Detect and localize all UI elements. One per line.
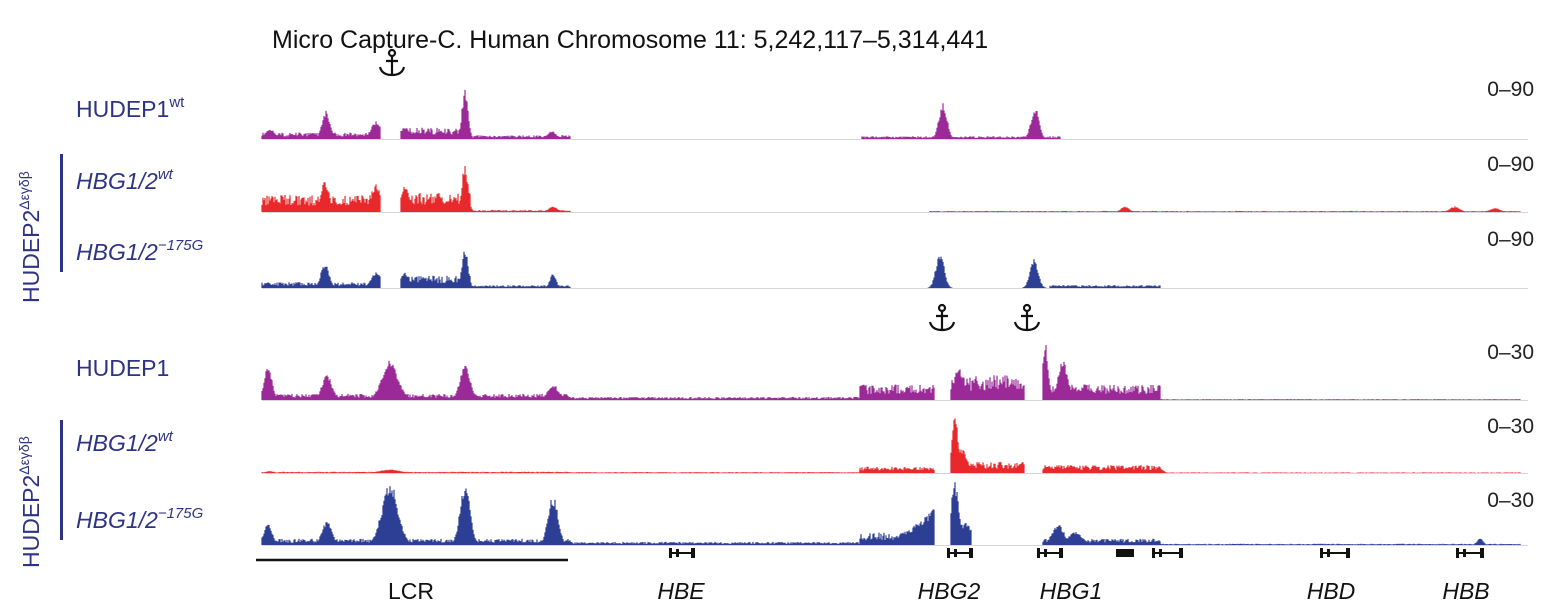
coverage-track-t5 (261, 418, 1521, 473)
track-label-hbg-175g-2: HBG1/2−175G (76, 505, 204, 533)
gene-exon (1463, 549, 1466, 557)
gene-label-hbe: HBE (657, 578, 705, 604)
coverage-track-t4 (261, 345, 1521, 400)
gene-exon (1456, 548, 1459, 558)
track-label-hudep1: HUDEP1 (76, 355, 170, 381)
gene-pseudogene (1116, 549, 1134, 557)
anchor-icon (928, 303, 956, 332)
group-bracket-bottom (60, 420, 63, 540)
gene-exon (1059, 548, 1063, 558)
gene-exon (1480, 548, 1484, 558)
scale-label-5: 0–30 (1487, 415, 1534, 438)
gene-exon (1327, 549, 1330, 557)
anchor-icon (378, 48, 406, 77)
gene-exon (1037, 548, 1040, 558)
anchor-icon (1013, 303, 1041, 332)
gene-label-hbg1: HBG1 (1039, 578, 1103, 604)
coverage-track-t3 (261, 251, 1161, 288)
gene-label-hbg2: HBG2 (917, 578, 981, 604)
gene-exon (676, 549, 679, 557)
track-label-hbg-175g-1: HBG1/2−175G (76, 237, 204, 265)
gene-label-lcr: LCR (387, 578, 435, 604)
group-bracket-top (60, 154, 63, 272)
track-label-hbg-wt-2: HBG1/2wt (76, 428, 173, 456)
gene-exon (969, 548, 973, 558)
gene-exon (1320, 548, 1323, 558)
track-label-hbg-wt-1: HBG1/2wt (76, 166, 173, 194)
coverage-track-t2 (261, 166, 1521, 212)
gene-exon (954, 549, 957, 557)
track-label-hudep1-wt: HUDEP1wt (76, 94, 185, 122)
gene-exon (691, 548, 695, 558)
gene-exon (1179, 548, 1183, 558)
gene-label-hbd: HBD (1306, 578, 1356, 604)
coverage-track-t6 (261, 482, 1521, 545)
gene-exon (1044, 549, 1047, 557)
gene-exon (1159, 549, 1162, 557)
coverage-track-t1 (261, 89, 1061, 139)
scale-label-4: 0–30 (1487, 341, 1534, 364)
gene-label-hbb: HBB (1442, 578, 1490, 604)
gene-exon (947, 548, 950, 558)
scale-label-1: 0–90 (1487, 78, 1534, 101)
gene-exon (669, 548, 672, 558)
scale-label-6: 0–30 (1487, 489, 1534, 512)
gene-exon (1346, 548, 1350, 558)
gene-exon (1152, 548, 1155, 558)
scale-label-3: 0–90 (1487, 228, 1534, 251)
scale-label-2: 0–90 (1487, 153, 1534, 176)
